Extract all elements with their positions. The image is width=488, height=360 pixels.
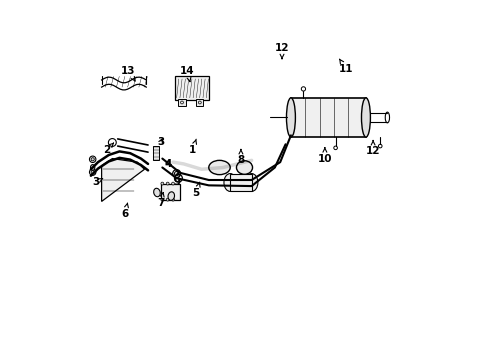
Text: 3: 3 (157, 138, 164, 148)
Text: 5: 5 (192, 182, 200, 198)
Ellipse shape (166, 198, 169, 201)
Text: 1: 1 (189, 139, 196, 155)
Ellipse shape (168, 192, 174, 200)
Ellipse shape (153, 188, 160, 197)
Text: 2: 2 (103, 143, 113, 155)
Ellipse shape (236, 161, 252, 174)
Bar (153, 146, 159, 160)
Text: 3: 3 (92, 177, 102, 187)
Text: 12: 12 (365, 141, 380, 157)
Bar (178, 99, 185, 106)
Bar (160, 184, 180, 200)
Ellipse shape (286, 98, 295, 137)
Bar (230, 174, 251, 192)
Ellipse shape (245, 174, 257, 192)
Text: 7: 7 (157, 193, 164, 208)
Text: 8: 8 (237, 150, 244, 165)
Bar (175, 76, 208, 100)
Bar (290, 98, 365, 137)
Ellipse shape (91, 158, 94, 161)
Ellipse shape (171, 182, 174, 185)
Text: 11: 11 (338, 59, 353, 74)
Ellipse shape (171, 198, 174, 201)
Bar (196, 99, 203, 106)
Ellipse shape (166, 182, 169, 185)
Text: 9: 9 (173, 171, 180, 187)
Ellipse shape (90, 165, 95, 170)
Text: 14: 14 (180, 66, 194, 82)
Ellipse shape (224, 174, 236, 192)
Ellipse shape (91, 171, 94, 174)
Ellipse shape (208, 160, 230, 175)
Text: 6: 6 (121, 203, 128, 219)
Ellipse shape (161, 182, 163, 185)
Text: 10: 10 (317, 148, 331, 163)
Text: 13: 13 (121, 66, 135, 81)
Polygon shape (102, 158, 144, 202)
Text: 4: 4 (163, 159, 171, 169)
Text: 12: 12 (274, 43, 289, 59)
Ellipse shape (174, 171, 179, 176)
Ellipse shape (361, 98, 370, 137)
Ellipse shape (161, 198, 163, 201)
